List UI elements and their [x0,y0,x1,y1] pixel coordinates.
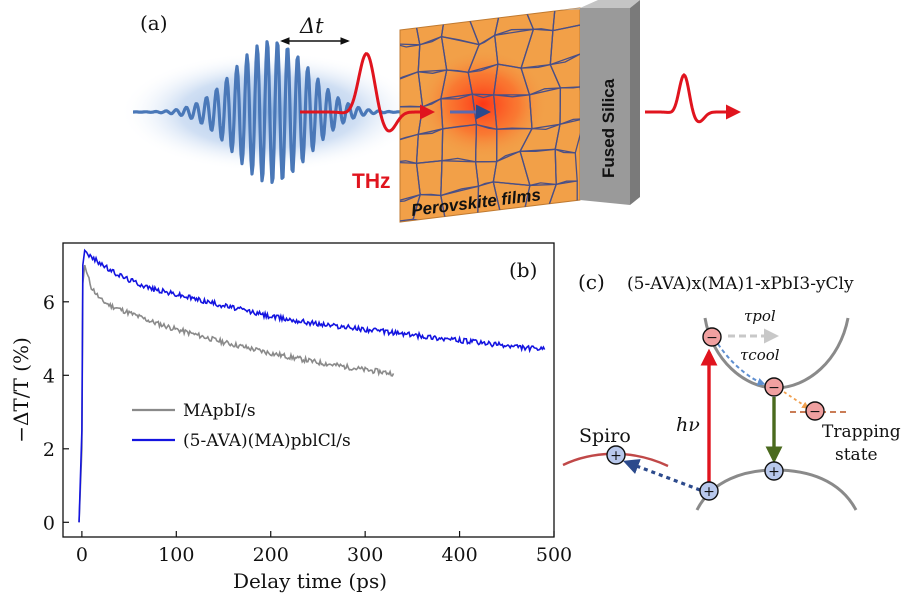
x-tick-label: 500 [536,544,572,566]
delay-label: Δt [299,14,324,38]
hole-transfer-arrow [623,459,701,492]
x-tick-label: 400 [441,544,477,566]
grain-boundary [554,117,580,154]
svg-text:−: − [768,380,780,396]
x-tick-label: 200 [253,544,289,566]
y-tick-label: 4 [43,365,55,387]
x-tick-label: 300 [347,544,383,566]
trapping-arrow [783,391,810,409]
electron-trapped: − [805,401,825,421]
spiro-label: Spiro [579,425,631,447]
state-label: state [835,445,878,465]
trapping-label: Trapping [822,422,901,442]
series-line-ava [78,248,546,523]
electron-cooled: − [764,377,784,397]
hole-valence-center: + [764,461,784,481]
grain-boundary [552,8,580,32]
optical-pump-pulse [132,40,411,184]
svg-text:−: − [809,404,821,420]
legend-label-ava: (5-AVA)(MA)pblCl/s [183,431,351,451]
panel-b-label: (b) [509,258,537,282]
incident-thz-pulse [300,52,435,133]
hole-valence-left: + [699,481,719,501]
svg-text:+: + [703,484,715,500]
excitation-hotspot [418,49,548,159]
legend-label-mapbi: MApbI/s [183,401,256,421]
perovskite-formula: (5-AVA)x(MA)1-xPbI3-yCly [627,274,854,294]
panel-b-chart: 0 2 4 6 0 100 200 300 400 500 (b) Delay time (ps… [9,242,572,593]
thz-label: THz [352,170,391,193]
grain-boundary [549,52,580,89]
grain-boundary [559,86,580,126]
panel-a-label: (a) [140,11,168,35]
fused-silica-substrate: Fused Silica [560,0,640,205]
substrate-label: Fused Silica [599,78,618,178]
grain-boundary [549,23,580,66]
panel-a: (a) Δt Perovskite films Fused Silica THz [120,0,741,223]
panel-c-label: (c) [578,270,605,294]
cooling-arrow [717,343,766,386]
tau-pol-label: τpol [744,307,776,325]
y-tick-label: 2 [43,439,55,461]
x-tick-label: 100 [158,544,194,566]
svg-text:−: − [706,330,718,346]
transmitted-thz-pulse [645,73,741,124]
y-axis-ticks: 0 2 4 6 [43,292,69,534]
panel-c-diagram: (c) (5-AVA)x(MA)1-xPbI3-yCly − − − [562,270,901,511]
svg-text:+: + [610,448,622,464]
grain-boundary [554,148,578,186]
y-axis-label: −ΔT/T (%) [9,337,33,443]
legend: MApbI/s (5-AVA)(MA)pblCl/s [132,401,351,451]
x-axis-ticks: 0 100 200 300 400 500 [76,531,572,566]
y-tick-label: 6 [43,292,55,314]
hole-spiro: + [606,445,626,465]
tau-cool-label: τcool [740,346,780,364]
x-tick-label: 0 [76,544,88,566]
electron-hot: − [702,327,722,347]
x-axis-label: Delay time (ps) [233,569,387,593]
plot-frame [62,242,555,538]
svg-text:+: + [768,464,780,480]
series-line-mapbi [78,264,395,523]
hv-label: hν [676,414,700,436]
y-tick-label: 0 [43,512,55,534]
